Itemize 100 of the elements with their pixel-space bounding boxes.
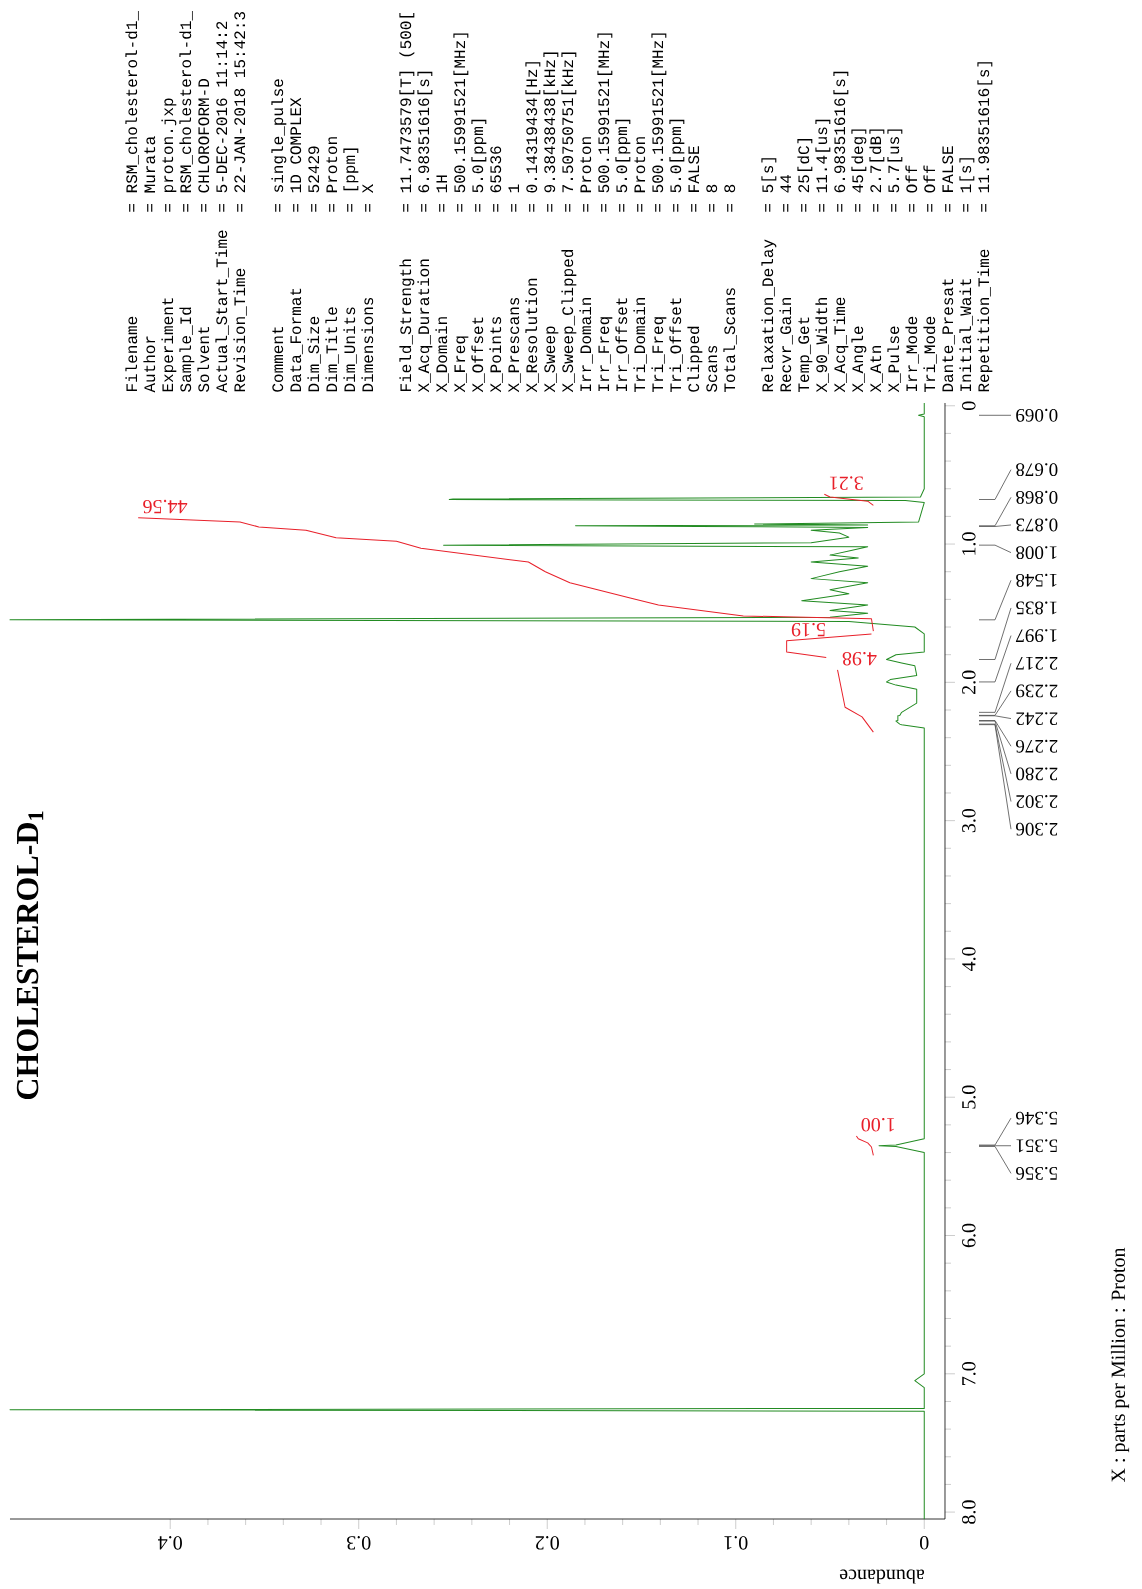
line-series (823, 493, 874, 506)
text: Dante_Presat (942, 279, 955, 392)
text: = FALSE (942, 146, 954, 212)
text: Scans (706, 345, 718, 392)
text: = 500.15991521[MHz] (597, 33, 613, 212)
text: = 11.4[us] (815, 119, 831, 212)
text: = 11.98351616[s] (977, 62, 993, 212)
text: = 1[s] (959, 158, 975, 212)
text: = 65536 (490, 146, 502, 212)
text: Tri_Domain (633, 298, 647, 392)
text: = RSM_cholesterol-d1_ (125, 10, 139, 212)
text: Data_Format (290, 288, 303, 392)
text: Total_Scans (723, 288, 737, 392)
text: X_Angle (851, 326, 867, 393)
text: = 9.38438438[kHz] (543, 52, 559, 212)
text: = 5[s] (761, 158, 777, 212)
text: Recvr_Gain (779, 298, 793, 392)
text: X : parts per Million : Proton (1110, 1247, 1130, 1483)
text: = Off (905, 165, 918, 212)
y-tick-label: 7.0 (962, 1362, 976, 1385)
series-label: 44.56 (143, 499, 188, 514)
text: Irr_Freq (598, 317, 613, 392)
text: 2.217 (1015, 656, 1058, 670)
text: Dimensions (361, 297, 374, 392)
x-axis-title: abundance (839, 1569, 925, 1584)
text: Dim_Size (307, 316, 321, 392)
text: X_90_Width (815, 298, 829, 393)
text: 2.242 (1016, 712, 1058, 725)
text: 2.239 (1016, 684, 1058, 698)
text: Actual_Start_Time (215, 230, 229, 393)
text: X_Resolution (525, 278, 539, 393)
text: CHOLESTEROL-D$_{1}$ (16, 811, 44, 1100)
text: = [ppm] (343, 148, 359, 212)
text: Initial_Wait (959, 279, 973, 392)
text: 1.997 (1015, 629, 1057, 643)
text: = 1H (436, 175, 447, 212)
y-tick-label: 2.0 (962, 670, 976, 694)
y-tick-label: 4.0 (962, 947, 976, 972)
text: = 0.14319434[Hz] (525, 62, 541, 212)
text: 5.356 (1015, 1166, 1058, 1180)
series-label: 5.19 (791, 622, 825, 637)
text: = 5.7[us] (887, 129, 903, 212)
text: Repetition_Time (977, 249, 993, 392)
text: = 11.7473579[T] (500[ (399, 13, 415, 212)
series-label: 4.98 (842, 651, 877, 666)
text: Irr_Offset (615, 298, 629, 392)
text: Dim_Units (343, 307, 357, 392)
text: = 1 (508, 184, 519, 212)
text: = 6.98351616[s] (833, 71, 849, 212)
text: Sample_Id (179, 307, 195, 392)
text: = 8 (706, 184, 718, 212)
y-tick-label: 3.0 (962, 808, 976, 833)
text: Temp_Get (798, 317, 813, 392)
text: 2.306 (1015, 822, 1058, 836)
text: = Proton (326, 137, 338, 212)
text: X_Prescans (508, 297, 521, 393)
line-series (9, 402, 925, 1520)
text: = 7.50750751[kHz] (561, 52, 577, 212)
y-tick-label: 5.0 (962, 1085, 976, 1109)
text: = 5.0[ppm] (471, 119, 487, 212)
text: = proton.jxp (161, 98, 177, 212)
x-tick-label: 0.3 (347, 1536, 371, 1550)
text: = 6.98351616[s] (417, 71, 433, 212)
text: = FALSE (688, 146, 700, 212)
text: 1.548 (1016, 573, 1057, 587)
text: 1.008 (1016, 546, 1057, 560)
x-tick-label: 0.4 (158, 1536, 182, 1550)
text: = RSM_cholesterol-d1_ (179, 10, 193, 212)
text: = 5.0[ppm] (669, 119, 685, 212)
text: = Proton (634, 137, 646, 212)
x-tick-label: 0 (920, 1536, 929, 1550)
text: Irr_Domain (579, 298, 593, 392)
text: Clipped (687, 326, 703, 392)
text: X_Acq_Time (833, 297, 849, 393)
text: = 1D COMPLEX (290, 97, 302, 212)
text: X_Atn (870, 346, 883, 393)
text: 2.302 (1016, 795, 1058, 808)
text: 0.678 (1016, 463, 1058, 477)
text: Irr_Mode (905, 316, 919, 392)
text: = 500.15991521[MHz] (453, 33, 469, 212)
text: = 500.15991521[MHz] (651, 33, 667, 212)
text: = 2.7[dB] (869, 129, 885, 212)
text: X_Sweep (544, 326, 559, 393)
text: Comment (272, 327, 284, 392)
text: = 52429 (308, 146, 320, 212)
text: = CHLOROFORM-D (198, 79, 210, 212)
text: 2.276 (1015, 739, 1058, 753)
text: Tri_Offset (669, 298, 683, 392)
text: = 25[dC] (797, 139, 813, 212)
text: = 22-JAN-2018 15:42:3 (234, 11, 246, 212)
text: 0.069 (1016, 408, 1058, 422)
text: X_Pulse (887, 326, 901, 393)
text: Solvent (197, 327, 210, 392)
text: Tri_Mode (923, 316, 937, 392)
text: = 5.0[ppm] (615, 119, 631, 212)
text: = 8 (724, 184, 736, 212)
text: X_Sweep_Clipped (561, 250, 577, 393)
y-tick-label: 0 (962, 401, 976, 411)
text: X_Freq (454, 336, 469, 393)
text: X_Points (489, 317, 503, 393)
